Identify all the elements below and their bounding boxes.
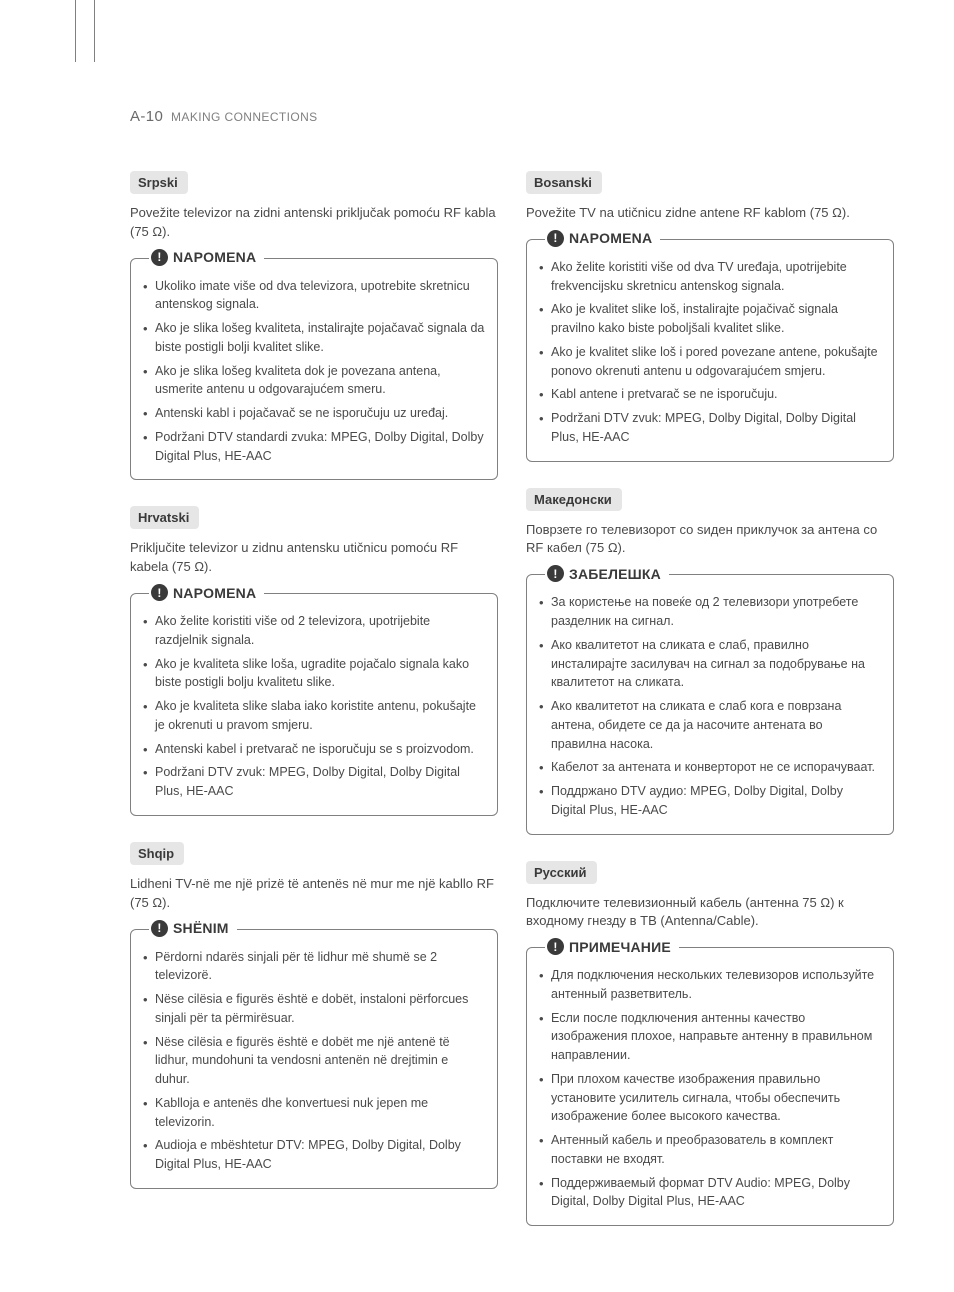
note-item: Nëse cilësia e figurës është e dobët me … <box>143 1033 485 1089</box>
note-item: Ако квалитетот на сликата е слаб, правил… <box>539 636 881 692</box>
exclamation-icon: ! <box>547 565 564 582</box>
language-section: Македонски Поврзете го телевизорот со ѕид… <box>526 488 894 835</box>
note-list: Ukoliko imate više od dva televizora, up… <box>143 277 485 466</box>
note-item: Антенный кабель и преобразователь в комп… <box>539 1131 881 1169</box>
language-tag: Hrvatski <box>130 506 199 529</box>
note-item: Antenski kabl i pojačavač se ne isporuču… <box>143 404 485 423</box>
note-item: Ako je slika lošeg kvaliteta dok je pove… <box>143 362 485 400</box>
language-section: Hrvatski Priključite televizor u zidnu an… <box>130 506 498 815</box>
language-tag: Srpski <box>130 171 188 194</box>
note-item: Ako je kvalitet slike loš, instalirajte … <box>539 300 881 338</box>
note-list: Для подключения нескольких телевизоров и… <box>539 966 881 1211</box>
note-title: ! NAPOMENA <box>149 584 264 601</box>
intro-text: Priključite televizor u zidnu antensku u… <box>130 539 498 577</box>
note-item: При плохом качестве изображения правильн… <box>539 1070 881 1126</box>
language-tag: Bosanski <box>526 171 602 194</box>
language-section: Bosanski Povežite TV na utičnicu zidne an… <box>526 171 894 462</box>
language-section: Русский Подключите телевизионный кабель (… <box>526 861 894 1227</box>
note-item: За користење на повеќе од 2 телевизори у… <box>539 593 881 631</box>
note-box: !NAPOMENAAko želite koristiti više od dv… <box>526 239 894 462</box>
right-column: Bosanski Povežite TV na utičnicu zidne an… <box>526 171 894 1252</box>
note-item: Если после подключения антенны качество … <box>539 1009 881 1065</box>
note-title: ! NAPOMENA <box>149 249 264 266</box>
note-item: Ako je kvaliteta slike loša, ugradite po… <box>143 655 485 693</box>
two-column-layout: Srpski Povežite televizor na zidni antens… <box>130 171 894 1252</box>
note-list: Ako želite koristiti više od 2 televizor… <box>143 612 485 801</box>
exclamation-icon: ! <box>151 249 168 266</box>
language-tag: Македонски <box>526 488 622 511</box>
note-item: Поддржано DTV аудио: MPEG, Dolby Digital… <box>539 782 881 820</box>
note-item: Кабелот за антената и конверторот не се … <box>539 758 881 777</box>
intro-text: Подключите телевизионный кабель (антенна… <box>526 894 894 932</box>
exclamation-icon: ! <box>547 230 564 247</box>
note-box: !ЗАБЕЛЕШКАЗа користење на повеќе од 2 те… <box>526 574 894 834</box>
note-item: Nëse cilësia e figurës është e dobët, in… <box>143 990 485 1028</box>
exclamation-icon: ! <box>151 920 168 937</box>
note-item: Ako je kvaliteta slike slaba iako korist… <box>143 697 485 735</box>
intro-text: Lidheni TV-në me një prizë të antenës në… <box>130 875 498 913</box>
note-title-text: NAPOMENA <box>569 230 652 246</box>
note-item: Ako je slika lošeg kvaliteta, instaliraj… <box>143 319 485 357</box>
language-tag: Русский <box>526 861 597 884</box>
note-box: !NAPOMENAAko želite koristiti više od 2 … <box>130 593 498 816</box>
note-item: Ukoliko imate više od dva televizora, up… <box>143 277 485 315</box>
note-title: ! ПРИМЕЧАНИЕ <box>545 938 679 955</box>
note-box: !SHËNIMPërdorni ndarës sinjali për të li… <box>130 929 498 1189</box>
note-item: Antenski kabel i pretvarač ne isporučuju… <box>143 740 485 759</box>
note-item: Ako želite koristiti više od dva TV uređ… <box>539 258 881 296</box>
intro-text: Povežite TV na utičnicu zidne antene RF … <box>526 204 894 223</box>
note-box: !NAPOMENAUkoliko imate više od dva telev… <box>130 258 498 481</box>
intro-text: Povežite televizor na zidni antenski pri… <box>130 204 498 242</box>
note-item: Podržani DTV zvuk: MPEG, Dolby Digital, … <box>539 409 881 447</box>
note-item: Ako želite koristiti više od 2 televizor… <box>143 612 485 650</box>
note-list: Ako želite koristiti više od dva TV uređ… <box>539 258 881 447</box>
language-section: Srpski Povežite televizor na zidni antens… <box>130 171 498 480</box>
note-title-text: ЗАБЕЛЕШКА <box>569 566 661 582</box>
left-column: Srpski Povežite televizor na zidni antens… <box>130 171 498 1252</box>
intro-text: Поврзете го телевизорот со ѕиден приклуч… <box>526 521 894 559</box>
note-item: Podržani DTV standardi zvuka: MPEG, Dolb… <box>143 428 485 466</box>
note-item: Përdorni ndarës sinjali për të lidhur më… <box>143 948 485 986</box>
page-header: A-10 MAKING CONNECTIONS <box>130 108 894 125</box>
note-title-text: NAPOMENA <box>173 585 256 601</box>
note-title: ! ЗАБЕЛЕШКА <box>545 565 669 582</box>
note-item: Kabl antene i pretvarač se ne isporučuju… <box>539 385 881 404</box>
note-item: Ако квалитетот на сликата е слаб кога е … <box>539 697 881 753</box>
page-number: A-10 <box>130 108 163 125</box>
note-title-text: NAPOMENA <box>173 249 256 265</box>
page-content: A-10 MAKING CONNECTIONS Srpski Povežite t… <box>0 0 954 1292</box>
note-item: Поддерживаемый формат DTV Audio: MPEG, D… <box>539 1174 881 1212</box>
note-item: Audioja e mbështetur DTV: MPEG, Dolby Di… <box>143 1136 485 1174</box>
header-title: MAKING CONNECTIONS <box>171 110 318 124</box>
note-list: За користење на повеќе од 2 телевизори у… <box>539 593 881 819</box>
note-title: ! SHËNIM <box>149 920 237 937</box>
language-section: Shqip Lidheni TV-në me një prizë të anten… <box>130 842 498 1189</box>
note-title-text: SHËNIM <box>173 920 229 936</box>
binding-marks <box>75 0 95 62</box>
note-item: Podržani DTV zvuk: MPEG, Dolby Digital, … <box>143 763 485 801</box>
note-box: !ПРИМЕЧАНИЕДля подключения нескольких те… <box>526 947 894 1226</box>
note-item: Для подключения нескольких телевизоров и… <box>539 966 881 1004</box>
note-title: ! NAPOMENA <box>545 230 660 247</box>
exclamation-icon: ! <box>547 938 564 955</box>
note-item: Kablloja e antenës dhe konvertuesi nuk j… <box>143 1094 485 1132</box>
note-title-text: ПРИМЕЧАНИЕ <box>569 939 671 955</box>
note-item: Ako je kvalitet slike loš i pored poveza… <box>539 343 881 381</box>
exclamation-icon: ! <box>151 584 168 601</box>
note-list: Përdorni ndarës sinjali për të lidhur më… <box>143 948 485 1174</box>
language-tag: Shqip <box>130 842 184 865</box>
